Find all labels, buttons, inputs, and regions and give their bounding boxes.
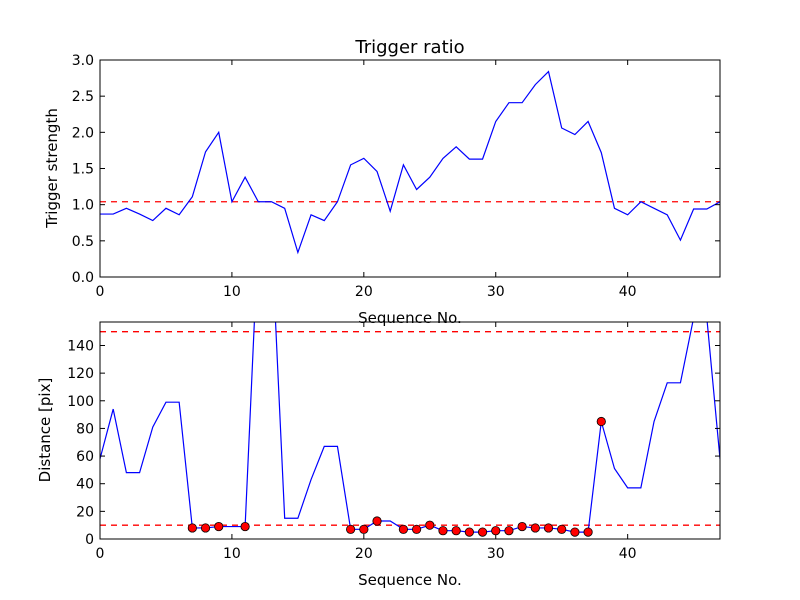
bottom-marker-point: [425, 520, 435, 530]
bottom-x-tick-label: 20: [355, 546, 373, 562]
top-y-tick-label: 0.5: [72, 234, 94, 250]
top-series-line-0: [100, 70, 720, 255]
top-x-tick-label: 40: [619, 284, 637, 300]
top-x-tick-label: 10: [223, 284, 241, 300]
bottom-axes-frame: [99, 321, 721, 540]
bottom-marker-point: [411, 524, 422, 534]
bottom-subplot: 0 10 20 30 40 0 20 40 60 80 100 120 140 Sequence No.…: [36, 321, 721, 589]
bottom-marker-point: [570, 527, 580, 537]
top-y-tick-label: 2.5: [72, 89, 94, 105]
bottom-y-tick-label: 0: [85, 532, 94, 548]
bottom-marker-point: [583, 527, 593, 537]
bottom-marker-point: [346, 524, 356, 534]
bottom-x-tick-label: 30: [487, 546, 505, 562]
bottom-y-tick-label: 140: [67, 338, 94, 354]
bottom-marker-point: [517, 521, 527, 532]
top-subplot: Trigger ratio 0 10 20 30 40 0.0 0.5 1.0 1.5 2.0 2.…: [43, 37, 721, 327]
bottom-marker-point: [477, 527, 488, 537]
bottom-y-tick-label: 20: [76, 504, 94, 520]
bottom-x-tick-label: 10: [223, 546, 241, 562]
bottom-marker-point: [451, 526, 461, 536]
bottom-x-tick-label: 0: [96, 546, 105, 562]
top-x-tick-label: 20: [355, 284, 373, 300]
top-x-axis-label: Sequence No.: [358, 309, 462, 327]
top-x-tick-label: 30: [487, 284, 505, 300]
bottom-marker-point: [491, 526, 501, 536]
top-y-tick-label: 3.0: [72, 53, 94, 69]
bottom-y-axis-label: Distance [pix]: [36, 378, 54, 483]
bottom-y-tick-label: 120: [67, 366, 94, 382]
bottom-marker-point: [504, 526, 514, 536]
top-y-tick-label: 1.0: [72, 198, 94, 214]
bottom-marker-point: [398, 524, 409, 534]
bottom-marker-point: [200, 523, 211, 533]
bottom-x-tick-label: 40: [619, 546, 637, 562]
bottom-y-tick-label: 40: [76, 477, 94, 493]
top-y-tick-label: 0.0: [72, 270, 94, 286]
bottom-marker-point: [438, 526, 448, 536]
bottom-marker-point: [359, 524, 369, 534]
bottom-marker-point: [543, 523, 554, 533]
top-y-axis-label: Trigger strength: [43, 108, 61, 229]
top-y-tick-label: 1.5: [72, 162, 94, 178]
bottom-marker-point: [214, 521, 224, 532]
top-x-tick-label: 0: [96, 284, 105, 300]
top-y-tick-label: 2.0: [72, 125, 94, 141]
bottom-marker-point: [464, 527, 474, 537]
bottom-y-tick-label: 60: [76, 449, 94, 465]
bottom-marker-point: [187, 523, 197, 533]
bottom-y-tick-label: 100: [67, 394, 94, 410]
bottom-marker-point: [240, 521, 250, 532]
bottom-y-tick-label: 80: [76, 421, 94, 437]
top-plot-area: [100, 70, 720, 255]
bottom-x-axis-label: Sequence No.: [358, 571, 462, 589]
bottom-marker-point: [530, 523, 540, 533]
bottom-marker-point: [596, 416, 606, 427]
bottom-marker-point: [557, 524, 567, 534]
bottom-marker-point: [372, 516, 382, 526]
top-chart-title: Trigger ratio: [354, 37, 464, 58]
